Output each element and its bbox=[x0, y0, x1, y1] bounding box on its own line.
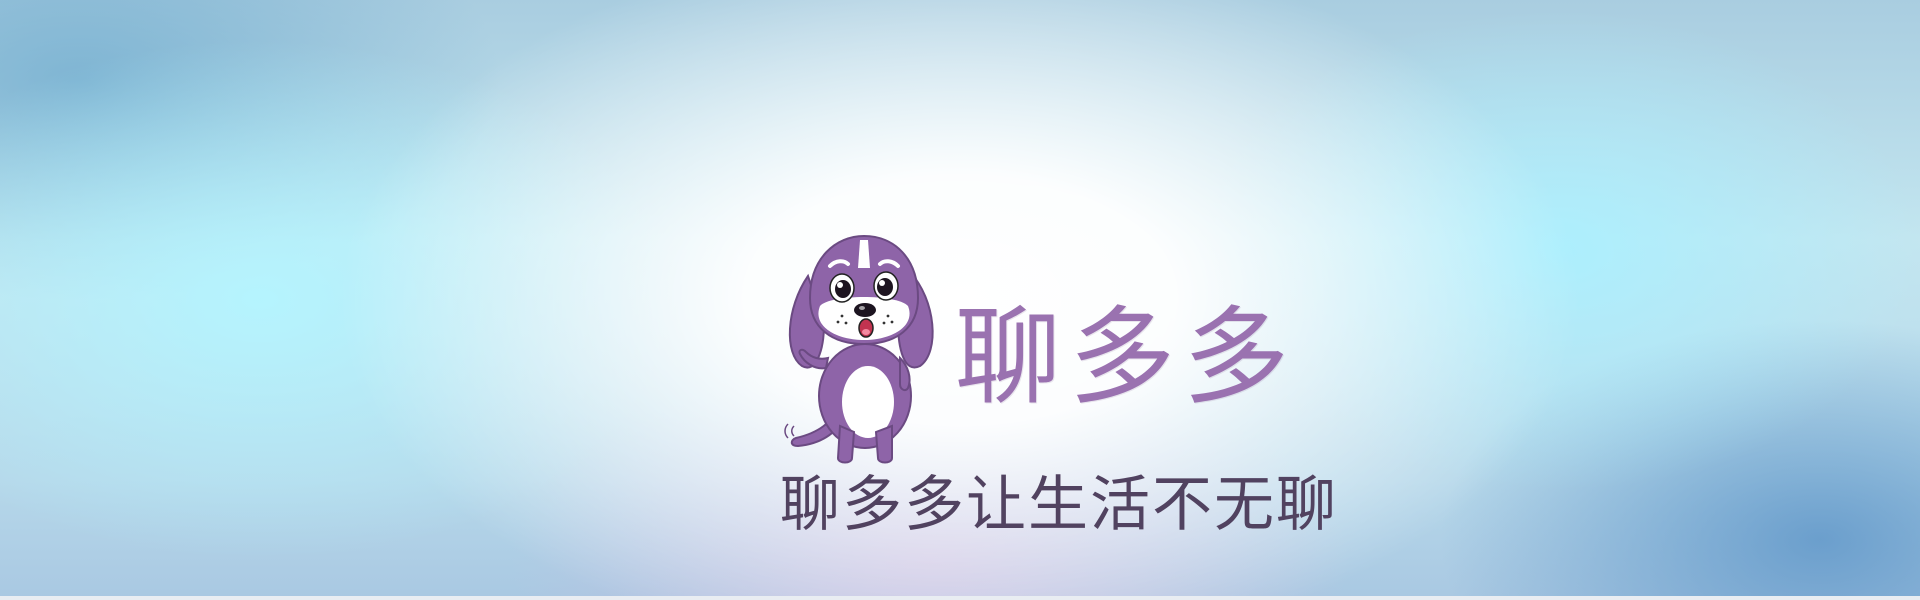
slogan-text: 聊多多让生活不无聊 bbox=[780, 470, 1338, 540]
brand-title: 聊多多 bbox=[955, 296, 1297, 419]
puppy-mascot-icon bbox=[784, 234, 934, 464]
bottom-divider bbox=[0, 596, 1920, 600]
